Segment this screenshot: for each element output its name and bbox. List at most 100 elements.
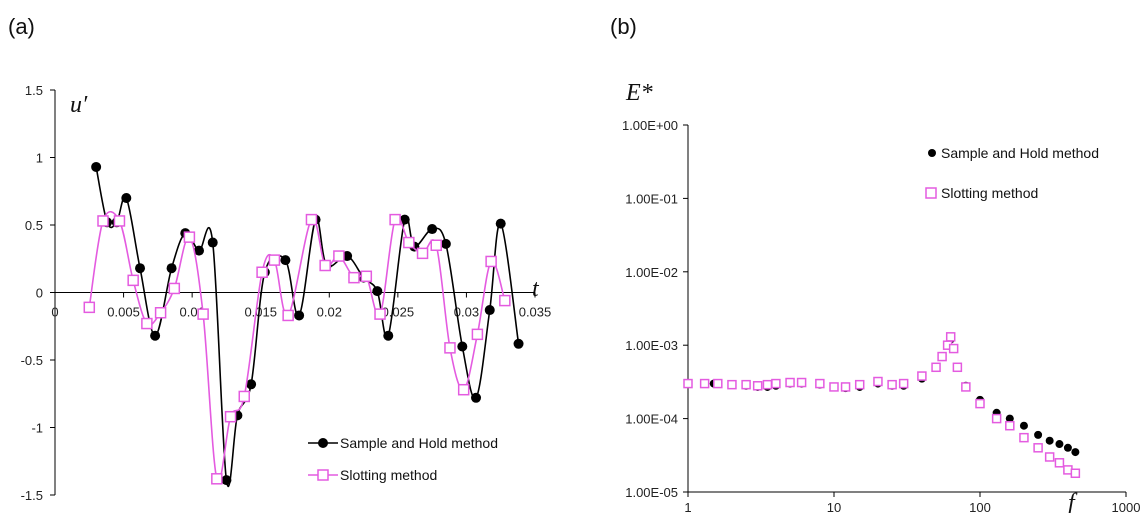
- spectrum-point-slotting: [898, 378, 909, 389]
- panel-b-x-tick-label: 1: [684, 500, 691, 513]
- spectrum-point-slotting: [887, 379, 897, 390]
- spectrum-point-slotting: [829, 382, 839, 392]
- data-point-sample-hold: [207, 237, 218, 248]
- panel-b-x-tick-label: 1000: [1112, 500, 1141, 513]
- data-point-sample-hold: [440, 238, 451, 249]
- panel-a-y-tick-label: 0.5: [25, 218, 43, 233]
- panel-a-y-tick-label: 1.5: [25, 83, 43, 98]
- panel-a-x-tick-label: 0.005: [107, 305, 140, 320]
- panel-b-axes: 1.00E+00 1.00E-01 1.00E-02 1.00E-03 1.00E-04…: [622, 118, 1140, 513]
- panel-a-axes: 1.510.50-0.5-1-1.50 0.005 0.01 0.015 0.02 0.0…: [21, 83, 552, 503]
- data-point-sample-hold: [221, 475, 232, 486]
- spectrum-point-sample-hold: [1045, 436, 1054, 445]
- panel-b-y-tick-label: 1.00E-05: [625, 485, 678, 500]
- data-point-sample-hold: [471, 392, 482, 403]
- data-point-sample-hold: [121, 193, 132, 203]
- data-point-slotting: [154, 307, 167, 319]
- panel-a-y-tick-label: -1.5: [21, 488, 43, 503]
- spectrum-point-slotting: [917, 371, 927, 381]
- panel-b-y-tick-label: 1.00E-04: [625, 412, 678, 427]
- panel-b-legend: Sample and Hold method Slotting method: [925, 145, 1099, 201]
- data-point-slotting: [268, 254, 281, 266]
- panel-a-x-tick-label: 0.02: [317, 305, 342, 320]
- spectrum-point-slotting: [931, 362, 941, 373]
- panel-b-x-axis-label: f: [1068, 490, 1078, 513]
- spectrum-point-slotting: [741, 379, 751, 390]
- legend-label-slotting-b: Slotting method: [941, 185, 1038, 201]
- spectrum-point-slotting: [952, 362, 963, 373]
- panel-a-x-tick-label: 0.035: [519, 305, 552, 320]
- data-point-slotting: [141, 317, 153, 330]
- panel-a-y-tick-label: 1: [36, 151, 43, 166]
- data-point-slotting: [348, 271, 360, 284]
- panel-a-legend: Sample and Hold method Slotting method: [308, 435, 498, 483]
- panel-a-x-tick-label: 0.025: [382, 305, 415, 320]
- spectrum-point-slotting: [975, 398, 985, 409]
- legend-entry-slotting-b: Slotting method: [925, 185, 1038, 201]
- data-point-slotting: [256, 266, 268, 278]
- panel-b-series: [683, 332, 1081, 479]
- legend-label-slotting: Slotting method: [340, 467, 437, 483]
- panel-a-series: [83, 161, 524, 488]
- panel-b: (b) E* f 1.00E+00 1.00E-01 1.00E-02 1.00E-0…: [610, 14, 1140, 513]
- data-point-sample-hold: [91, 161, 102, 172]
- legend-marker-sample-hold: [318, 438, 328, 448]
- data-point-slotting: [416, 247, 429, 260]
- panel-b-y-axis-label: E*: [625, 80, 653, 106]
- spectrum-point-slotting: [873, 376, 883, 387]
- data-point-slotting: [282, 309, 294, 322]
- spectrum-point-slotting: [937, 351, 947, 362]
- spectrum-point-slotting: [1005, 420, 1015, 431]
- spectrum-point-slotting: [961, 382, 971, 392]
- panel-a-y-tick-label: 0: [36, 286, 43, 301]
- data-point-sample-hold: [246, 379, 257, 390]
- data-point-slotting: [499, 294, 511, 307]
- spectrum-point-slotting: [699, 378, 710, 389]
- data-point-sample-hold: [372, 286, 383, 297]
- spectrum-point-slotting: [771, 378, 781, 389]
- data-point-slotting: [403, 236, 415, 249]
- panel-a-x-axis-label: t: [532, 276, 540, 302]
- spectrum-point-sample-hold: [1019, 421, 1028, 430]
- legend-label-sample-hold-b: Sample and Hold method: [941, 145, 1099, 161]
- data-point-sample-hold: [399, 214, 410, 225]
- data-point-slotting: [83, 301, 96, 314]
- legend-entry-sample-hold-b: Sample and Hold method: [928, 145, 1099, 161]
- spectrum-point-slotting: [1019, 432, 1029, 443]
- data-point-slotting: [389, 213, 401, 226]
- data-point-slotting: [113, 215, 126, 227]
- spectrum-point-slotting: [991, 413, 1002, 424]
- spectrum-point-slotting: [752, 381, 763, 391]
- spectrum-point-slotting: [713, 378, 723, 389]
- data-point-slotting: [238, 390, 251, 403]
- data-point-slotting: [211, 473, 223, 485]
- spectrum-point-slotting: [796, 377, 807, 388]
- spectrum-point-slotting: [815, 378, 825, 389]
- panel-b-y-tick-label: 1.00E+00: [622, 118, 678, 133]
- data-point-slotting: [430, 239, 443, 251]
- spectrum-point-sample-hold: [1055, 440, 1064, 449]
- data-point-slotting: [485, 255, 497, 268]
- legend-marker-sample-hold-b: [928, 149, 936, 157]
- data-point-sample-hold: [194, 245, 204, 256]
- spectrum-point-sample-hold: [1005, 414, 1014, 423]
- data-point-sample-hold: [457, 341, 468, 352]
- legend-label-sample-hold: Sample and Hold method: [340, 435, 498, 451]
- spectrum-point-slotting: [1044, 452, 1055, 462]
- data-point-slotting: [305, 213, 318, 226]
- panel-b-y-tick-label: 1.00E-01: [625, 191, 678, 206]
- spectrum-point-slotting: [948, 343, 959, 354]
- panel-a-y-tick-label: -0.5: [21, 353, 43, 368]
- spectrum-point-sample-hold: [1063, 443, 1072, 452]
- spectrum-point-slotting: [762, 379, 773, 390]
- data-point-slotting: [197, 308, 209, 320]
- data-point-sample-hold: [135, 263, 146, 274]
- panel-b-label: (b): [610, 14, 637, 39]
- data-point-slotting: [457, 383, 470, 396]
- legend-entry-slotting: Slotting method: [308, 467, 437, 483]
- data-point-slotting: [374, 308, 386, 320]
- panel-a-y-axis-label: u′: [70, 92, 88, 118]
- panel-b-y-tick-label: 1.00E-02: [625, 265, 678, 280]
- data-point-sample-hold: [484, 305, 495, 316]
